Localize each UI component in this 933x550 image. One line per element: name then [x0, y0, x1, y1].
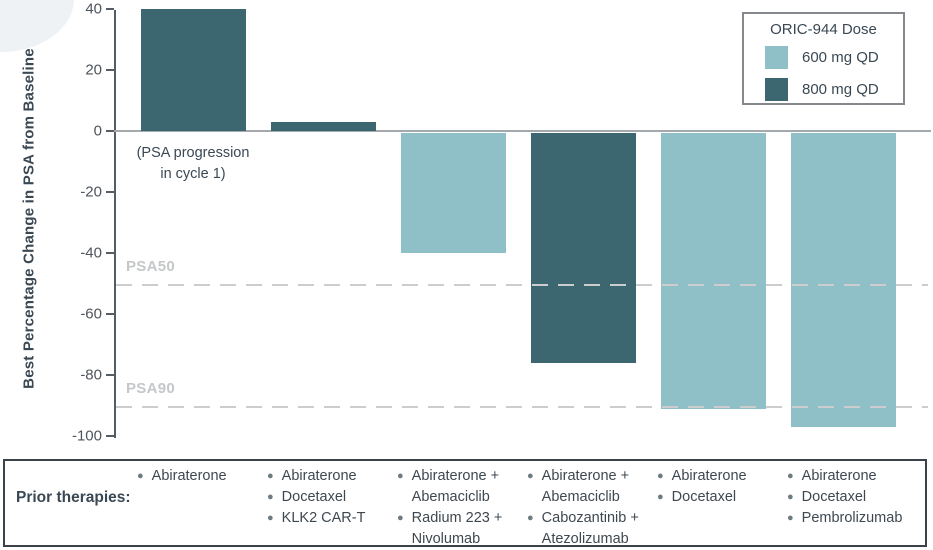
y-tick-mark	[106, 313, 114, 315]
bar-patient-4	[530, 133, 636, 363]
legend-item: 800 mg QD	[765, 78, 903, 101]
bullet-icon: ●	[397, 470, 404, 482]
therapy-text: Radium 223 + Nivolumab	[411, 510, 503, 547]
y-tick-mark	[106, 8, 114, 10]
zero-baseline	[114, 130, 931, 132]
therapy-text: Abiraterone	[671, 468, 747, 484]
y-tick-label: -100	[71, 427, 102, 445]
bullet-icon: ●	[787, 512, 794, 524]
y-tick-label: -60	[80, 305, 102, 323]
bullet-icon: ●	[527, 512, 534, 524]
legend-box: ORIC-944 Dose 600 mg QD 800 mg QD	[742, 12, 905, 105]
y-axis-line	[114, 10, 116, 438]
legend-item-label: 800 mg QD	[802, 81, 879, 98]
therapy-item: ● Pembrolizumab	[787, 508, 917, 529]
prior-therapies-label: Prior therapies:	[16, 489, 131, 506]
legend-swatch-icon	[765, 46, 788, 69]
bullet-icon: ●	[657, 470, 664, 482]
therapy-column-4: ● Abiraterone + Abemaciclib ● Cabozantinib …	[527, 466, 657, 550]
bullet-icon: ●	[137, 470, 144, 482]
threshold-line-psa90	[116, 405, 928, 408]
therapy-text: Cabozantinib + Atezolizumab	[541, 510, 639, 547]
therapy-text: Abiraterone + Abemaciclib	[541, 468, 630, 505]
therapy-text: Abiraterone	[801, 468, 877, 484]
bar-patient-5	[660, 133, 766, 409]
therapy-text: Abiraterone + Abemaciclib	[411, 468, 500, 505]
y-tick-label: 20	[85, 61, 102, 79]
legend-item-label: 600 mg QD	[802, 49, 879, 66]
therapy-item: ● Abiraterone + Abemaciclib	[527, 466, 657, 508]
therapy-item: ● Cabozantinib + Atezolizumab	[527, 508, 657, 550]
threshold-label-psa50: PSA50	[126, 257, 176, 275]
legend-items: 600 mg QD 800 mg QD	[765, 46, 903, 101]
threshold-line-psa50	[116, 283, 928, 286]
bullet-icon: ●	[787, 470, 794, 482]
therapy-text: Docetaxel	[801, 489, 867, 505]
bar-annotation: (PSA progression in cycle 1)	[136, 145, 250, 182]
bar-patient-6	[790, 133, 896, 427]
y-tick-label: 40	[85, 0, 102, 18]
bar-patient-1	[140, 9, 246, 131]
bullet-icon: ●	[527, 470, 534, 482]
y-tick-mark	[106, 252, 114, 254]
threshold-label-psa90: PSA90	[126, 379, 176, 397]
therapy-column-5: ● Abiraterone ● Docetaxel	[657, 466, 787, 508]
y-tick-label: -80	[80, 366, 102, 384]
y-tick-mark	[106, 374, 114, 376]
y-tick-label: -20	[80, 183, 102, 201]
therapy-text: KLK2 CAR-T	[281, 510, 366, 526]
bullet-icon: ●	[267, 512, 274, 524]
bullet-icon: ●	[657, 491, 664, 503]
therapy-item: ● Docetaxel	[267, 487, 397, 508]
therapy-item: ● Docetaxel	[787, 487, 917, 508]
y-tick-label: -40	[80, 244, 102, 262]
therapy-item: ● Abiraterone + Abemaciclib	[397, 466, 527, 508]
y-tick-label: 0	[93, 122, 102, 140]
bar-patient-3	[400, 133, 506, 253]
therapy-text: Docetaxel	[281, 489, 347, 505]
therapy-item: ● Radium 223 + Nivolumab	[397, 508, 527, 550]
therapy-item: ● Abiraterone	[137, 466, 267, 487]
y-tick-mark	[106, 69, 114, 71]
bullet-icon: ●	[267, 470, 274, 482]
therapy-column-2: ● Abiraterone ● Docetaxel ● KLK2 CAR-T	[267, 466, 397, 529]
legend-title: ORIC-944 Dose	[770, 21, 877, 38]
legend-item: 600 mg QD	[765, 46, 903, 69]
y-tick-mark	[106, 130, 114, 132]
therapy-item: ● KLK2 CAR-T	[267, 508, 397, 529]
therapy-text: Pembrolizumab	[801, 510, 903, 526]
therapy-item: ● Abiraterone	[657, 466, 787, 487]
therapy-item: ● Abiraterone	[787, 466, 917, 487]
therapy-column-6: ● Abiraterone ● Docetaxel ● Pembrolizumab	[787, 466, 917, 529]
bullet-icon: ●	[787, 491, 794, 503]
prior-therapies-box	[3, 459, 927, 547]
therapy-text: Abiraterone	[151, 468, 227, 484]
y-tick-mark	[106, 435, 114, 437]
therapy-text: Abiraterone	[281, 468, 357, 484]
bar-patient-2	[270, 121, 376, 131]
therapy-column-1: ● Abiraterone	[137, 466, 267, 487]
bullet-icon: ●	[267, 491, 274, 503]
y-tick-mark	[106, 191, 114, 193]
therapy-column-3: ● Abiraterone + Abemaciclib ● Radium 223 + …	[397, 466, 527, 550]
y-axis-title: Best Percentage Change in PSA from Basel…	[20, 48, 38, 389]
therapy-item: ● Docetaxel	[657, 487, 787, 508]
therapy-text: Docetaxel	[671, 489, 737, 505]
legend-swatch-icon	[765, 78, 788, 101]
therapy-item: ● Abiraterone	[267, 466, 397, 487]
bullet-icon: ●	[397, 512, 404, 524]
